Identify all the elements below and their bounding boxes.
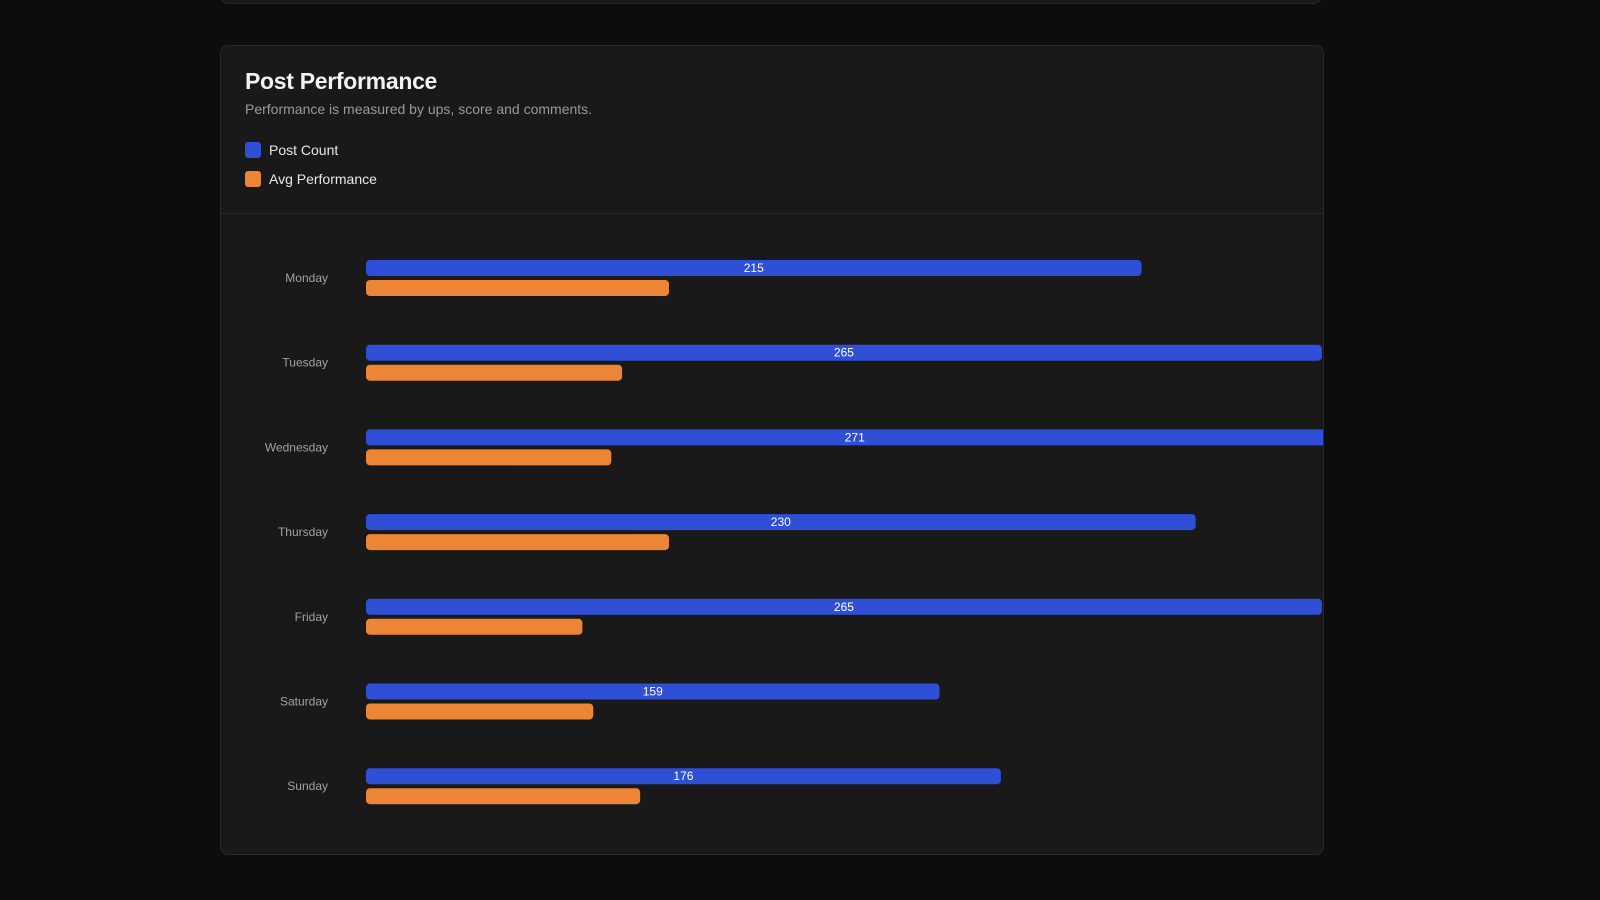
post-count-bar-thursday[interactable] — [366, 514, 1196, 531]
category-label-wednesday: Wednesday — [265, 440, 328, 454]
post-count-value-label-sunday: 176 — [673, 769, 693, 783]
avg-performance-bar-tuesday[interactable] — [366, 364, 623, 381]
post-count-value-label-wednesday: 271 — [845, 430, 865, 444]
post-count-bar-saturday[interactable] — [366, 683, 940, 700]
category-label-monday: Monday — [285, 271, 328, 285]
avg-performance-bar-monday[interactable] — [366, 280, 669, 296]
avg-performance-bar-wednesday[interactable] — [366, 449, 612, 466]
avg-performance-bar-saturday[interactable] — [366, 703, 594, 720]
category-label-tuesday: Tuesday — [282, 356, 328, 370]
category-label-friday: Friday — [295, 610, 328, 624]
category-label-saturday: Saturday — [280, 695, 328, 709]
post-count-value-label-friday: 265 — [834, 600, 854, 614]
post-count-bar-monday[interactable] — [366, 260, 1142, 276]
category-label-thursday: Thursday — [278, 525, 328, 539]
post-count-value-label-tuesday: 265 — [834, 346, 854, 360]
card-subtitle: Performance is measured by ups, score an… — [245, 101, 593, 117]
post-count-bar-sunday[interactable] — [366, 768, 1001, 785]
post-count-swatch — [245, 142, 261, 158]
legend-item-avg-performance[interactable]: Avg Performance — [245, 170, 377, 188]
bar-chart: Monday 215 Tuesday 265 Wednesday 271 Thursday 2… — [265, 260, 1323, 805]
post-count-value-label-saturday: 159 — [643, 685, 663, 699]
chart-legend: Post Count Avg Performance — [245, 141, 377, 199]
avg-performance-bar-sunday[interactable] — [366, 788, 641, 805]
post-performance-card: Post Performance Performance is measured… — [220, 45, 1324, 855]
post-count-bar-wednesday[interactable] — [366, 429, 1323, 446]
legend-item-post-count[interactable]: Post Count — [245, 141, 377, 159]
category-label-sunday: Sunday — [287, 779, 328, 793]
legend-label: Avg Performance — [269, 171, 377, 187]
avg-performance-bar-thursday[interactable] — [366, 534, 669, 551]
card-title: Post Performance — [245, 68, 438, 94]
post-count-bar-friday[interactable] — [366, 598, 1322, 615]
post-count-value-label-monday: 215 — [744, 261, 764, 275]
avg-performance-bar-friday[interactable] — [366, 618, 583, 635]
post-count-bar-tuesday[interactable] — [366, 344, 1322, 361]
avg-performance-swatch — [245, 171, 261, 187]
previous-card — [220, 0, 1322, 4]
legend-label: Post Count — [269, 142, 339, 158]
card-header: Post Performance Performance is measured… — [221, 46, 1323, 214]
post-count-value-label-thursday: 230 — [771, 515, 791, 529]
